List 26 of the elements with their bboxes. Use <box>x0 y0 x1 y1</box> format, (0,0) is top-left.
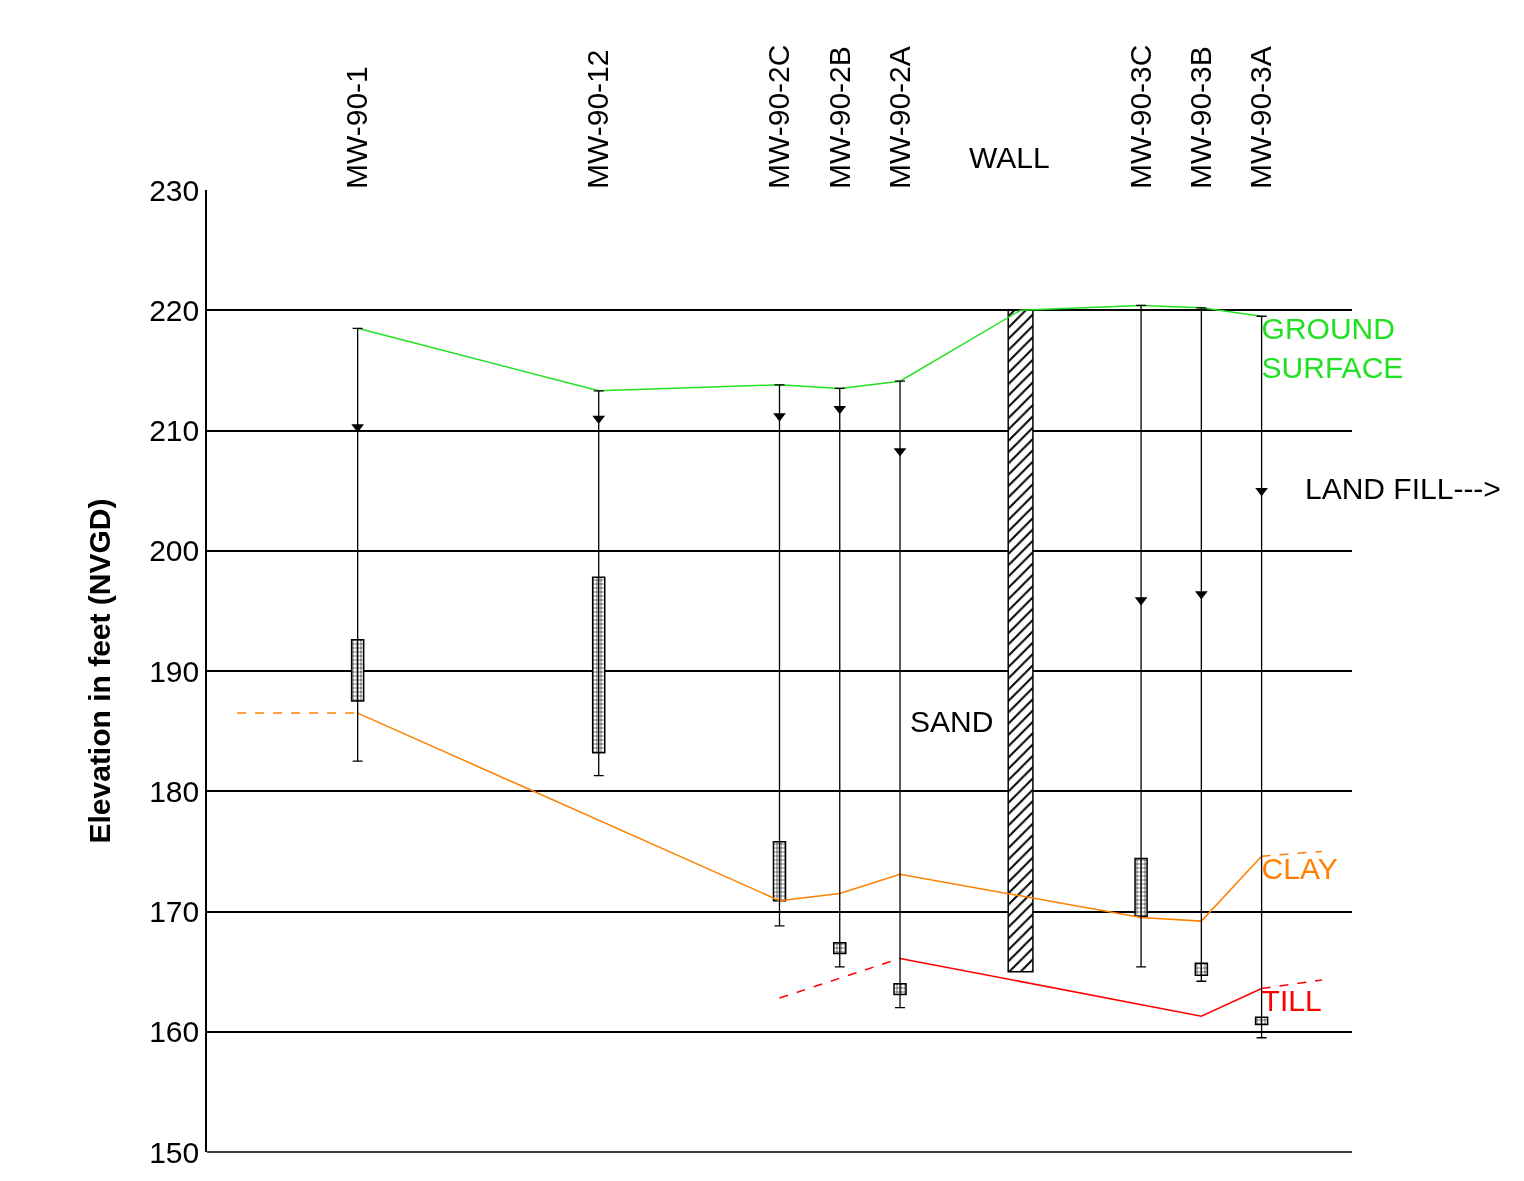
annotation: LAND FILL---> <box>1305 472 1501 505</box>
y-tick-label: 210 <box>149 414 200 447</box>
line-series <box>356 304 1263 392</box>
y-tick-label: 150 <box>149 1135 200 1169</box>
y-tick-label: 230 <box>149 173 200 207</box>
y-tick-label: 220 <box>149 293 200 327</box>
x-tick-label: MW-90-12 <box>581 49 615 189</box>
y-tick-label: 200 <box>149 534 200 568</box>
y-tick-label: 160 <box>149 1015 200 1049</box>
point <box>1255 487 1268 497</box>
x-tick-label: MW-90-2B <box>822 46 856 189</box>
x-tick-label: MW-90-3A <box>1244 46 1278 189</box>
y-axis-title: Elevation in feet (NVGD) <box>82 498 116 844</box>
x-tick-label: MW-90-2C <box>762 44 796 189</box>
series-label: CLAY <box>1261 851 1338 885</box>
x-tick-label: MW-90-1 <box>340 66 374 189</box>
x-tick-label: MW-90-3B <box>1184 46 1218 189</box>
x-tick-label: MW-90-2A <box>882 46 916 189</box>
annotation: SAND <box>910 705 994 738</box>
series-label: GROUND SURFACE <box>1261 311 1404 384</box>
series-label: TILL <box>1261 983 1322 1017</box>
x-tick-label: MW-90-3C <box>1123 44 1157 189</box>
y-tick-label: 190 <box>149 654 200 688</box>
y-tick-label: 170 <box>149 895 200 928</box>
text: WALL <box>969 141 1050 174</box>
y-tick-label: 180 <box>149 774 200 808</box>
